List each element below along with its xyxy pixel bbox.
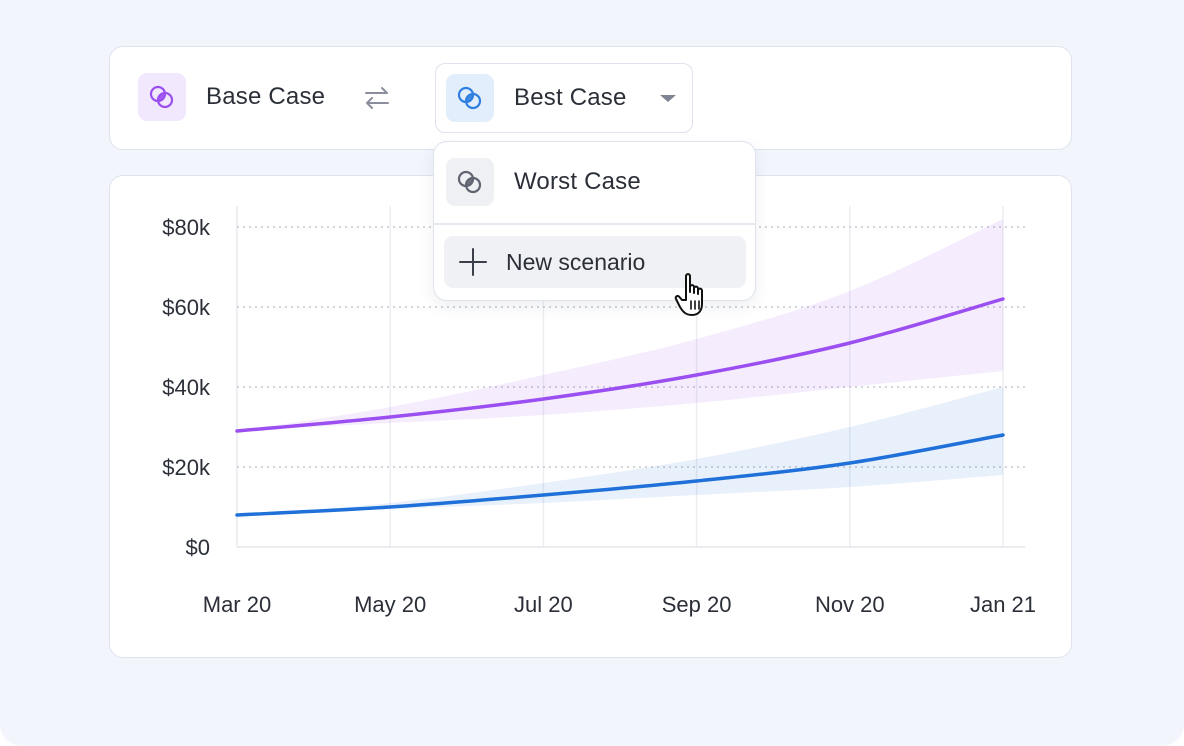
series-1-line	[235, 433, 1005, 517]
worst-case-option[interactable]: Worst Case	[446, 158, 641, 206]
y-tick-label: $60k	[162, 295, 211, 320]
best-case-scenario: Best Case	[446, 74, 627, 122]
y-tick-label: $20k	[162, 455, 211, 480]
swap-arrows-icon[interactable]	[362, 83, 392, 113]
scenario-toolbar: Base Case Best Case	[109, 46, 1072, 150]
overlapping-circles-icon	[457, 86, 482, 110]
base-case-scenario[interactable]: Base Case	[138, 73, 325, 121]
y-tick-label: $40k	[162, 375, 211, 400]
x-tick-label: Sep 20	[662, 592, 732, 617]
x-tick-label: Nov 20	[815, 592, 885, 617]
new-scenario-label: New scenario	[506, 248, 646, 275]
y-tick-label: $80k	[162, 215, 211, 240]
x-tick-label: May 20	[354, 592, 426, 617]
base-case-badge	[138, 73, 186, 121]
hand-pointer-cursor-icon	[674, 273, 703, 316]
series-1-confidence-band	[237, 387, 1003, 515]
new-scenario-button[interactable]: New scenario	[444, 236, 746, 288]
x-tick-label: Jan 21	[970, 592, 1036, 617]
scenario-select[interactable]: Best Case	[435, 63, 693, 133]
best-case-label: Best Case	[514, 84, 627, 111]
worst-case-label: Worst Case	[514, 168, 641, 195]
scenario-dropdown: Worst Case New scenario	[433, 141, 756, 301]
chevron-down-icon	[660, 95, 676, 102]
best-case-badge	[446, 74, 494, 122]
y-tick-label: $0	[186, 535, 210, 560]
worst-case-badge	[446, 158, 494, 206]
overlapping-circles-icon	[457, 170, 482, 194]
dropdown-divider	[434, 223, 755, 225]
plus-icon	[459, 248, 487, 276]
base-case-label: Base Case	[206, 83, 326, 110]
x-tick-label: Jul 20	[514, 592, 573, 617]
overlapping-circles-icon	[149, 85, 174, 109]
series-0-confidence-band	[237, 219, 1003, 431]
x-tick-label: Mar 20	[203, 592, 271, 617]
series-0-line	[235, 297, 1005, 433]
